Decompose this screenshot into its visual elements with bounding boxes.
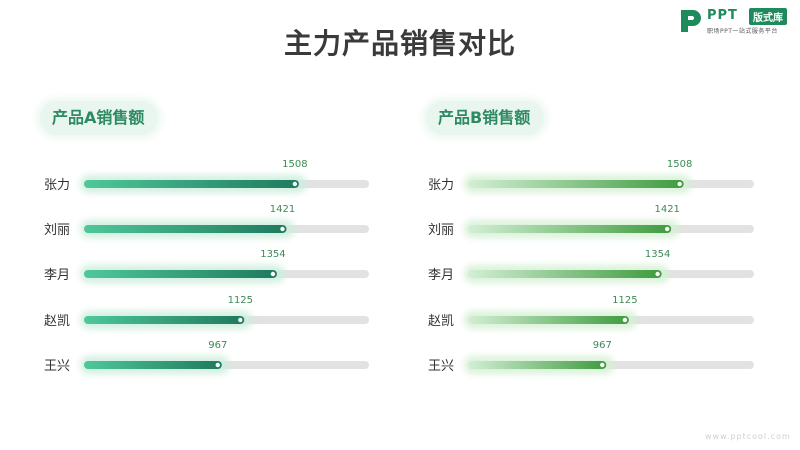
page-title: 主力产品销售对比 [283, 27, 516, 60]
bar-b [468, 270, 662, 278]
bar-end-dot [622, 317, 628, 323]
logo: PPT 版式库 职场PPT一站式服务平台 [679, 6, 795, 38]
bar-end-dot [292, 181, 298, 187]
chart-a-title: 产品A销售额 [40, 101, 158, 135]
bar-row: 李月 1354 [44, 249, 369, 283]
bar-end-dot [270, 271, 276, 277]
chart-b-title: 产品B销售额 [426, 101, 544, 135]
value-label: 1508 [282, 159, 307, 170]
bar-b [468, 180, 684, 188]
value-label: 1125 [228, 295, 253, 306]
bar-row: 王兴 967 [44, 340, 369, 374]
logo-subtitle: 职场PPT一站式服务平台 [707, 28, 778, 35]
bar-row: 刘丽 1421 [428, 204, 754, 238]
value-label: 967 [593, 340, 612, 351]
value-label: 1125 [612, 295, 637, 306]
category-label: 王兴 [44, 359, 70, 374]
bar-a [84, 225, 287, 233]
bar-a [84, 361, 222, 369]
category-label: 王兴 [428, 359, 454, 374]
bar-row: 赵凯 1125 [428, 295, 754, 329]
value-label: 1421 [270, 204, 295, 215]
logo-badge: 版式库 [749, 8, 787, 25]
logo-icon [681, 10, 701, 32]
bar-a [84, 180, 299, 188]
category-label: 张力 [428, 178, 454, 193]
bar-end-dot [655, 271, 660, 277]
value-label: 1354 [260, 249, 285, 260]
category-label: 赵凯 [428, 314, 454, 329]
bar-row: 李月 1354 [428, 249, 754, 283]
value-label: 1508 [667, 159, 692, 170]
watermark: www.pptcool.com [705, 432, 791, 441]
bar-b [468, 225, 672, 233]
bar-a [84, 316, 245, 324]
bar-end-dot [238, 317, 243, 323]
bar-row: 张力 1508 [44, 159, 369, 193]
bar-row: 王兴 967 [428, 340, 754, 374]
chart-a: 张力 1508 刘丽 1421 李月 1354 赵凯 1125 王兴 967 [44, 159, 369, 374]
bar-a [84, 270, 277, 278]
bar-row: 刘丽 1421 [44, 204, 369, 238]
bar-end-dot [600, 362, 605, 368]
category-label: 赵凯 [44, 314, 70, 329]
bar-end-dot [665, 226, 670, 232]
bar-charts: 张力 1508 刘丽 1421 李月 1354 赵凯 1125 王兴 967 张力 1508 刘丽 14… [44, 159, 754, 374]
logo-brand: PPT [707, 8, 738, 23]
category-label: 刘丽 [44, 223, 70, 238]
value-label: 1354 [645, 249, 670, 260]
category-label: 张力 [44, 178, 70, 193]
value-label: 1421 [654, 204, 679, 215]
bar-end-dot [677, 181, 682, 187]
bar-row: 张力 1508 [428, 159, 754, 193]
chart-b: 张力 1508 刘丽 1421 李月 1354 赵凯 1125 王兴 967 [428, 159, 754, 374]
bar-b [468, 361, 607, 369]
bar-end-dot [215, 362, 220, 368]
value-label: 967 [208, 340, 227, 351]
bar-row: 赵凯 1125 [44, 295, 369, 329]
bar-b [468, 316, 629, 324]
category-label: 刘丽 [428, 223, 454, 238]
category-label: 李月 [44, 268, 70, 283]
bar-end-dot [280, 226, 285, 232]
category-label: 李月 [428, 268, 454, 283]
